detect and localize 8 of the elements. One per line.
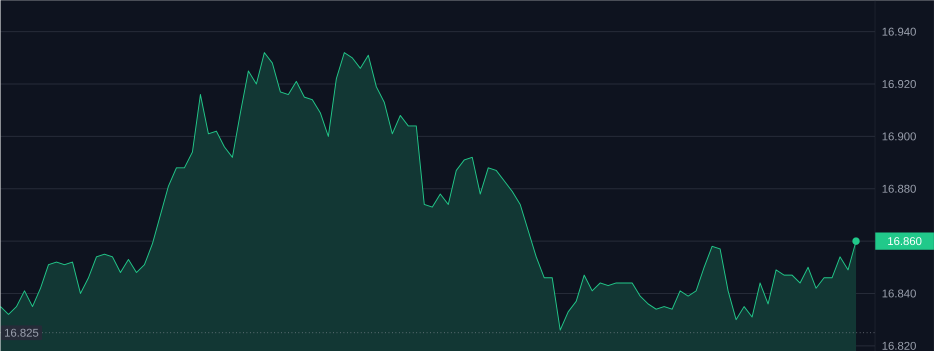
y-tick-label: 16.880 — [882, 184, 916, 193]
y-tick-label: 16.840 — [882, 290, 916, 298]
y-tick-label: 16.820 — [882, 342, 916, 350]
text: 16.860 — [888, 237, 922, 246]
y-tick-label: 16.940 — [882, 28, 916, 36]
ref-line-label: 16.825 — [4, 328, 38, 337]
y-tick-label: 16.900 — [882, 132, 916, 141]
y-tick-label: 16.920 — [882, 80, 916, 88]
